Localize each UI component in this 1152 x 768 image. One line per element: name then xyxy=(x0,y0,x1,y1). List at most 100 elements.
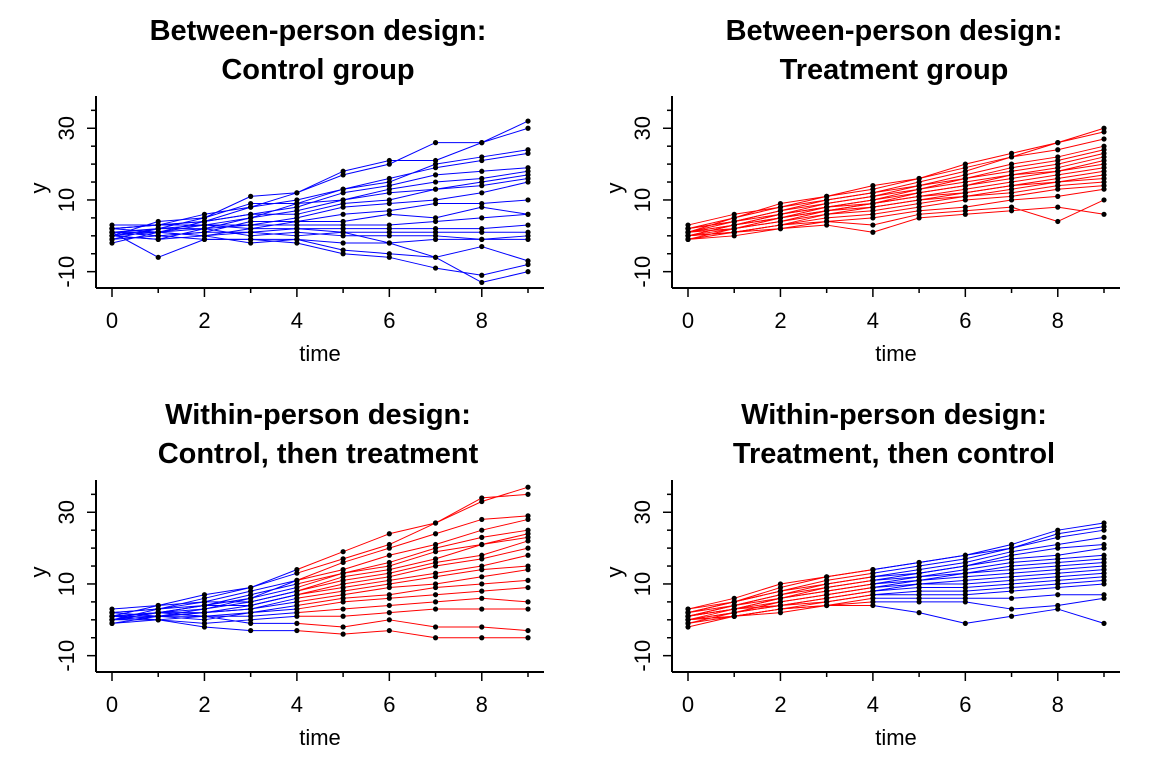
series-segment xyxy=(687,615,735,628)
series-segment xyxy=(296,170,344,194)
data-point xyxy=(294,567,300,573)
series-segment xyxy=(965,569,1012,574)
series-segment xyxy=(826,594,873,603)
data-point xyxy=(201,211,208,217)
series-segment xyxy=(1011,149,1058,158)
series-segment xyxy=(296,601,344,610)
data-point xyxy=(340,606,346,612)
series-segment xyxy=(343,576,390,585)
series-segment xyxy=(919,192,966,201)
series-segment xyxy=(111,231,159,237)
series-segment xyxy=(111,231,159,258)
data-point xyxy=(916,567,922,573)
data-point xyxy=(525,584,531,591)
series-segment xyxy=(780,210,827,219)
data-point xyxy=(1101,524,1107,530)
data-point xyxy=(109,240,115,246)
series-segment xyxy=(965,547,1012,556)
series-segment xyxy=(780,576,827,585)
series-segment xyxy=(342,547,390,563)
series-segment xyxy=(1057,174,1105,183)
series-segment xyxy=(1057,576,1105,581)
x-tick-label: 2 xyxy=(198,308,210,333)
series-segment xyxy=(250,615,297,621)
data-point xyxy=(962,197,968,203)
series-segment xyxy=(389,630,436,639)
data-point xyxy=(432,186,439,192)
data-point xyxy=(386,211,392,217)
data-point xyxy=(294,595,300,601)
data-point xyxy=(916,179,922,185)
data-point xyxy=(824,602,830,609)
data-point xyxy=(962,559,968,566)
data-point xyxy=(870,574,876,580)
series-segment xyxy=(734,583,781,599)
series-segment xyxy=(1011,181,1058,190)
series-segment xyxy=(158,235,205,240)
data-point xyxy=(962,588,968,594)
y-tick-label: 10 xyxy=(54,572,79,596)
series-segment xyxy=(481,536,529,546)
data-point xyxy=(1101,168,1107,174)
data-point xyxy=(1055,172,1061,178)
series-segment xyxy=(111,604,159,610)
data-point xyxy=(1101,567,1107,573)
data-point xyxy=(386,229,392,235)
series-segment xyxy=(826,203,873,208)
data-point xyxy=(916,574,922,580)
series-segment xyxy=(826,213,873,219)
series-segment xyxy=(296,630,344,635)
data-point xyxy=(731,229,737,235)
data-point xyxy=(340,584,346,591)
series-segment xyxy=(296,590,344,599)
data-point xyxy=(916,570,922,576)
data-point xyxy=(870,197,876,203)
data-point xyxy=(1008,154,1015,160)
data-point xyxy=(386,574,392,580)
series-segment xyxy=(872,569,920,578)
data-point xyxy=(201,595,208,601)
panel-treatment-then-control: Within-person design: Treatment, then con… xyxy=(576,384,1152,768)
series-segment xyxy=(158,604,205,614)
data-point xyxy=(916,559,922,566)
data-point xyxy=(432,541,439,548)
series-segment xyxy=(389,576,436,585)
series-segment xyxy=(296,569,344,581)
series-segment xyxy=(435,156,482,165)
chart-title-line2: Control, then treatment xyxy=(158,438,479,470)
data-point xyxy=(340,570,346,576)
data-point xyxy=(870,570,876,576)
data-point xyxy=(432,574,439,580)
series-segment xyxy=(435,185,482,190)
series-segment xyxy=(389,547,436,563)
data-point xyxy=(1055,154,1061,160)
data-point xyxy=(1008,186,1015,192)
data-point xyxy=(201,236,208,242)
series-segment xyxy=(1057,170,1105,179)
data-point xyxy=(1055,165,1061,171)
data-point xyxy=(479,516,485,523)
data-point xyxy=(1008,588,1015,594)
series-segment xyxy=(1011,181,1058,187)
series-segment xyxy=(687,217,735,230)
data-point xyxy=(962,208,968,214)
data-point xyxy=(1055,534,1061,540)
series-segment xyxy=(343,594,390,599)
data-point xyxy=(1101,186,1107,192)
series-segment xyxy=(296,206,344,219)
data-point xyxy=(201,229,208,235)
data-point xyxy=(962,574,968,580)
series-segment xyxy=(965,167,1012,179)
panel-treatment-group: Between-person design: Treatment group 0 2 4… xyxy=(576,0,1152,384)
data-point xyxy=(201,233,208,239)
data-point xyxy=(386,197,392,203)
series-segment xyxy=(919,195,966,201)
data-point xyxy=(248,602,254,609)
series-segment xyxy=(389,533,436,549)
x-tick-label: 2 xyxy=(198,692,210,717)
series-segment xyxy=(204,587,251,596)
data-point xyxy=(340,247,346,253)
series-segment xyxy=(343,210,390,215)
series-segment xyxy=(204,217,251,230)
series-segment xyxy=(965,583,1012,589)
